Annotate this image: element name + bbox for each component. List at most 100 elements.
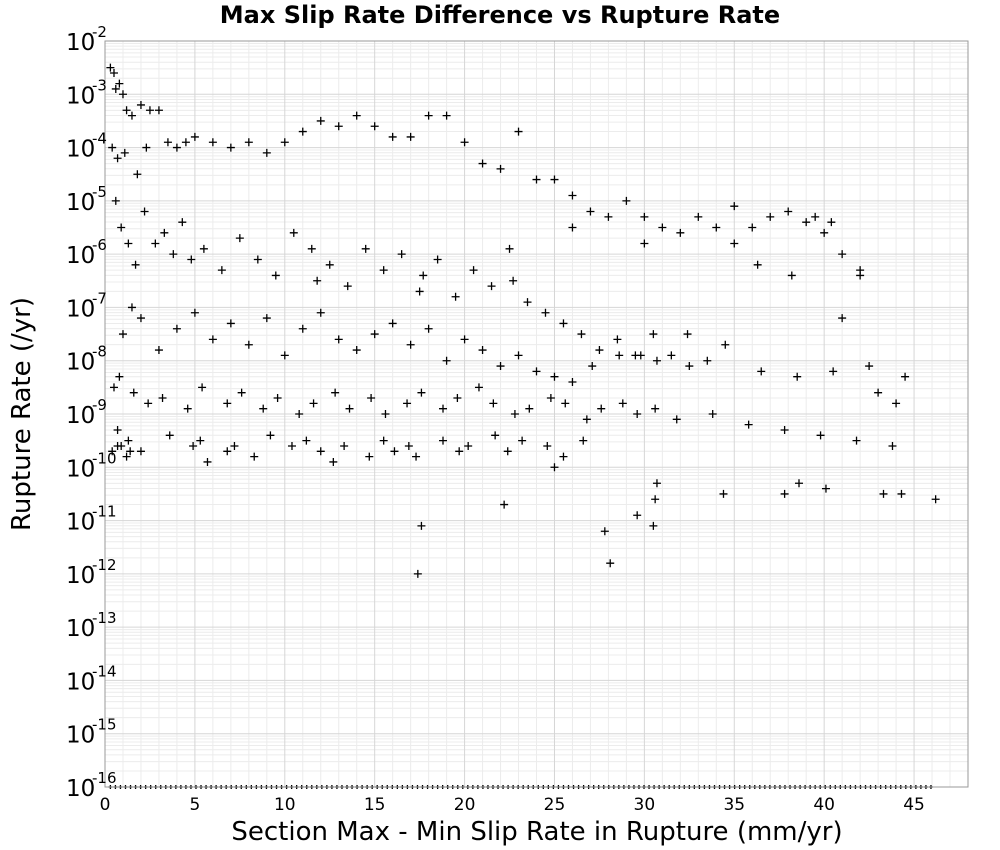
- data-point: [748, 223, 757, 232]
- data-point: [140, 207, 149, 216]
- y-tick-label: 10: [66, 510, 95, 536]
- data-point: [329, 457, 338, 466]
- data-point: [712, 223, 721, 232]
- data-point: [852, 436, 861, 445]
- data-point: [651, 495, 660, 504]
- data-point: [124, 239, 133, 248]
- data-point: [640, 212, 649, 221]
- data-point: [266, 431, 275, 440]
- data-point: [367, 394, 376, 403]
- data-point: [217, 266, 226, 275]
- y-tick-exponent: -12: [92, 556, 117, 574]
- data-point: [253, 255, 262, 264]
- data-point: [340, 441, 349, 450]
- x-tick-label: 40: [813, 795, 835, 815]
- data-point: [606, 559, 615, 568]
- data-point: [719, 489, 728, 498]
- x-tick-label: 15: [364, 795, 386, 815]
- grid: [104, 40, 969, 788]
- data-point: [829, 367, 838, 376]
- data-point: [613, 335, 622, 344]
- data-point: [597, 404, 606, 413]
- data-point: [287, 441, 296, 450]
- data-point: [622, 196, 631, 205]
- data-point: [379, 266, 388, 275]
- data-point: [223, 399, 232, 408]
- data-point: [127, 303, 136, 312]
- data-point: [514, 127, 523, 136]
- data-point: [406, 340, 415, 349]
- y-tick-label: 10: [66, 137, 95, 163]
- data-point: [649, 521, 658, 530]
- data-point: [523, 298, 532, 307]
- data-point: [579, 436, 588, 445]
- data-point: [307, 244, 316, 253]
- data-point: [226, 319, 235, 328]
- y-tick-exponent: -7: [92, 289, 107, 307]
- data-point: [131, 260, 140, 269]
- data-point: [640, 239, 649, 248]
- data-point: [879, 489, 888, 498]
- data-point: [865, 362, 874, 371]
- data-point: [142, 143, 151, 152]
- data-point: [780, 425, 789, 434]
- data-point: [451, 292, 460, 301]
- data-point: [365, 452, 374, 461]
- data-point: [559, 452, 568, 461]
- data-point: [532, 175, 541, 184]
- data-point: [496, 164, 505, 173]
- data-point: [651, 404, 660, 413]
- data-point: [280, 138, 289, 147]
- data-point: [133, 170, 142, 179]
- data-point: [901, 372, 910, 381]
- y-tick-exponent: -4: [92, 130, 107, 148]
- data-point: [474, 383, 483, 392]
- x-tick-label: 30: [634, 795, 656, 815]
- data-point: [203, 457, 212, 466]
- data-point: [235, 234, 244, 243]
- data-point: [694, 212, 703, 221]
- data-point: [496, 362, 505, 371]
- data-point: [505, 244, 514, 253]
- data-point: [550, 175, 559, 184]
- y-tick-label: 10: [66, 190, 95, 216]
- y-tick-label: 10: [66, 243, 95, 269]
- data-point: [460, 335, 469, 344]
- data-point: [787, 271, 796, 280]
- data-point: [352, 111, 361, 120]
- data-point: [124, 436, 133, 445]
- data-point: [464, 441, 473, 450]
- data-point: [618, 399, 627, 408]
- data-point: [244, 138, 253, 147]
- data-point: [525, 404, 534, 413]
- data-point: [136, 314, 145, 323]
- data-point: [208, 335, 217, 344]
- data-point: [113, 154, 122, 163]
- y-tick-label: 10: [66, 616, 95, 642]
- data-point: [223, 447, 232, 456]
- data-point: [766, 212, 775, 221]
- data-point: [237, 388, 246, 397]
- data-point: [652, 479, 661, 488]
- data-point: [111, 196, 120, 205]
- data-point: [417, 388, 426, 397]
- data-point: [271, 271, 280, 280]
- data-point: [780, 489, 789, 498]
- data-point: [183, 404, 192, 413]
- y-tick-exponent: -13: [92, 609, 117, 627]
- data-point: [388, 132, 397, 141]
- x-axis-label: Section Max - Min Slip Rate in Rupture (…: [231, 817, 842, 847]
- data-point: [541, 308, 550, 317]
- data-point: [838, 250, 847, 259]
- x-tick-label: 25: [544, 795, 566, 815]
- data-point: [122, 106, 131, 115]
- data-point: [543, 441, 552, 450]
- data-point: [404, 441, 413, 450]
- data-point: [491, 431, 500, 440]
- data-point: [189, 441, 198, 450]
- y-tick-label: 10: [66, 776, 95, 802]
- data-point: [302, 436, 311, 445]
- data-point: [561, 399, 570, 408]
- data-point: [334, 122, 343, 131]
- data-point: [145, 106, 154, 115]
